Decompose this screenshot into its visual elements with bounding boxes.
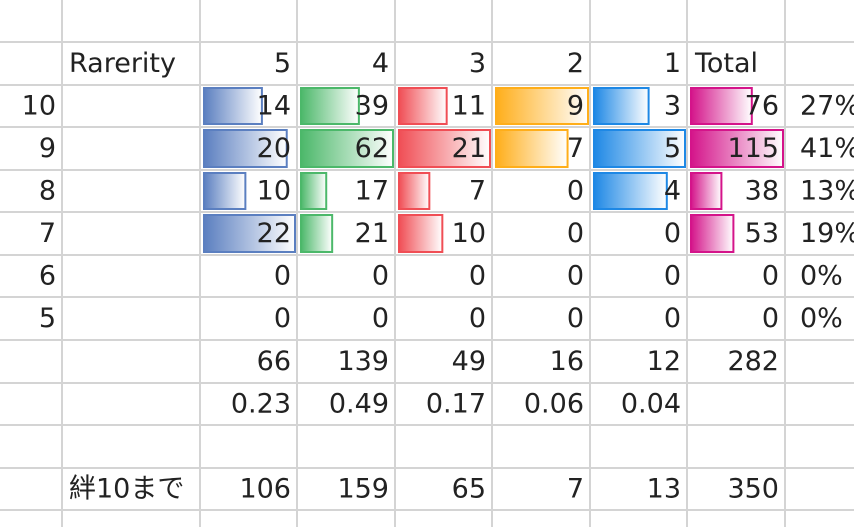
data-bar (593, 87, 650, 125)
data-bar (203, 129, 288, 168)
share-cell: 27% (800, 91, 854, 122)
share-cell: 41% (800, 133, 854, 164)
data-bar (203, 87, 263, 125)
header-cell: 1 (664, 48, 681, 79)
kizuna-cell: 350 (727, 474, 779, 505)
cell-value: 0 (664, 261, 681, 292)
data-bar (203, 214, 296, 253)
cell-value: 4 (664, 176, 681, 207)
cell-value: 0 (567, 218, 584, 249)
total-cell: 12 (647, 346, 681, 377)
total-cell: 139 (337, 346, 389, 377)
cell-value: 10 (452, 218, 486, 249)
row-label: 7 (39, 218, 56, 249)
cell-value: 115 (727, 133, 779, 164)
header-cell: 2 (567, 48, 584, 79)
header-label: Rarerity (69, 48, 176, 79)
data-bar (203, 172, 247, 210)
cell-value: 10 (257, 176, 291, 207)
data-bar (690, 129, 784, 168)
data-bar (690, 172, 723, 210)
header-cell: Total (694, 48, 758, 79)
kizuna-cell: 13 (647, 474, 681, 505)
data-bar (398, 214, 444, 253)
data-bar (690, 214, 735, 253)
cell-value: 0 (372, 303, 389, 334)
data-bar (690, 87, 753, 125)
cell-value: 39 (355, 91, 389, 122)
kizuna-cell: 106 (239, 474, 291, 505)
row-label: 9 (39, 133, 56, 164)
cell-value: 0 (567, 303, 584, 334)
cell-value: 3 (664, 91, 681, 122)
cell-value: 14 (257, 91, 291, 122)
cell-value: 0 (664, 303, 681, 334)
cell-value: 7 (469, 176, 486, 207)
kizuna-cell: 7 (567, 474, 584, 505)
data-bar (398, 172, 431, 210)
data-bar (300, 87, 360, 125)
cell-value: 11 (452, 91, 486, 122)
data-bar (300, 172, 328, 210)
share-cell: 0% (800, 303, 843, 334)
cell-value: 17 (355, 176, 389, 207)
data-bar (495, 129, 569, 168)
cell-value: 0 (762, 261, 779, 292)
cell-value: 20 (257, 133, 291, 164)
data-bar (300, 129, 394, 168)
row-label: 5 (39, 303, 56, 334)
ratio-cell: 0.04 (621, 389, 681, 420)
cell-value: 0 (567, 176, 584, 207)
kizuna-cell: 65 (452, 474, 486, 505)
share-cell: 19% (800, 218, 854, 249)
cell-value: 53 (745, 218, 779, 249)
kizuna-cell: 159 (337, 474, 389, 505)
ratio-cell: 0.49 (329, 389, 389, 420)
cell-value: 0 (567, 261, 584, 292)
header-cell: 5 (274, 48, 291, 79)
kizuna-label: 絆10まで (69, 474, 184, 505)
header-cell: 4 (372, 48, 389, 79)
row-label: 6 (39, 261, 56, 292)
cell-value: 0 (762, 303, 779, 334)
data-bar (495, 87, 589, 125)
ratio-cell: 0.17 (426, 389, 486, 420)
cell-value: 7 (567, 133, 584, 164)
ratio-cell: 0.23 (231, 389, 291, 420)
cell-value: 9 (567, 91, 584, 122)
cell-value: 5 (664, 133, 681, 164)
cell-value: 0 (664, 218, 681, 249)
row-label: 10 (22, 91, 56, 122)
cell-value: 21 (355, 218, 389, 249)
cell-value: 0 (372, 261, 389, 292)
cell-value: 76 (745, 91, 779, 122)
cell-value: 38 (745, 176, 779, 207)
data-bar (593, 172, 668, 210)
cell-value: 0 (469, 261, 486, 292)
data-bar (300, 214, 334, 253)
share-cell: 0% (800, 261, 843, 292)
cells: Rarerity54321Total10143911937627%9206221… (22, 48, 854, 505)
ratio-cell: 0.06 (524, 389, 584, 420)
cell-value: 21 (452, 133, 486, 164)
cell-value: 0 (274, 261, 291, 292)
total-cell: 282 (727, 346, 779, 377)
header-cell: 3 (469, 48, 486, 79)
cell-value: 62 (355, 133, 389, 164)
data-bars (203, 87, 784, 253)
cell-value: 0 (274, 303, 291, 334)
total-cell: 49 (452, 346, 486, 377)
cell-value: 0 (469, 303, 486, 334)
total-cell: 16 (550, 346, 584, 377)
cell-value: 22 (257, 218, 291, 249)
total-cell: 66 (257, 346, 291, 377)
data-bar (593, 129, 686, 168)
share-cell: 13% (800, 176, 854, 207)
data-bar (398, 129, 491, 168)
row-label: 8 (39, 176, 56, 207)
data-bar (398, 87, 448, 125)
